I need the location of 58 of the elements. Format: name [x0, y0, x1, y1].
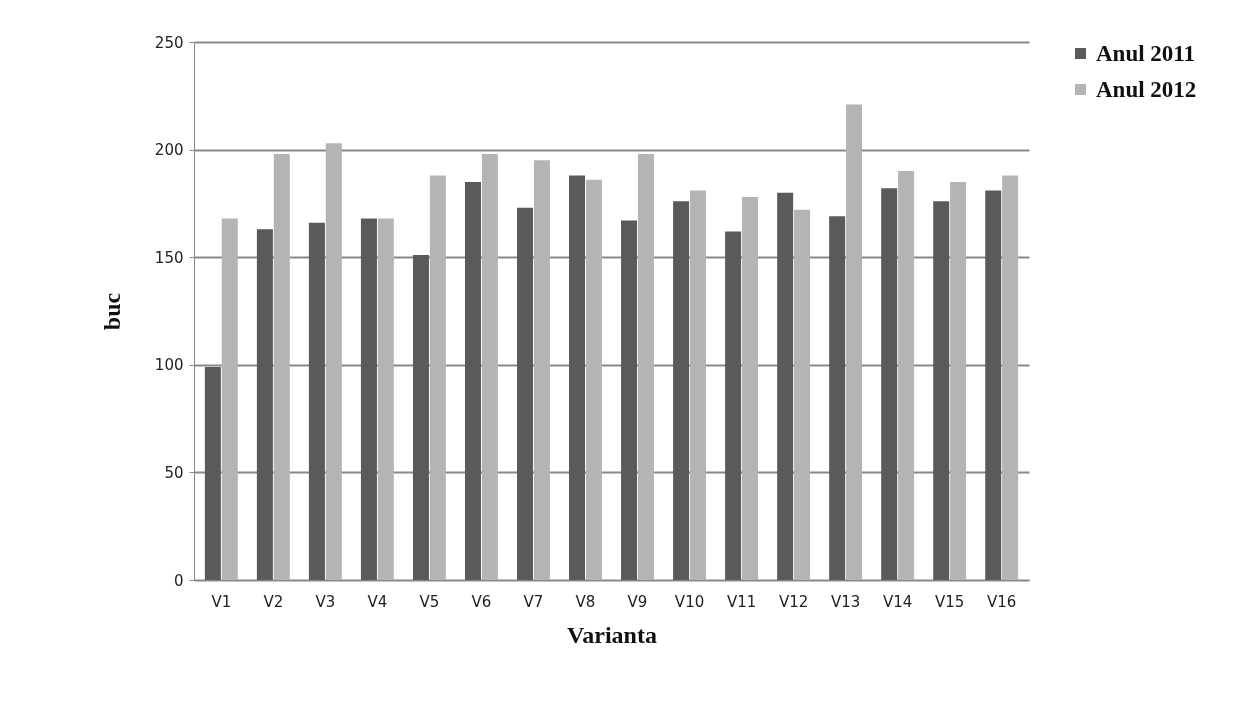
bar: [569, 175, 586, 580]
x-tick-label: V2: [263, 592, 284, 611]
bar: [273, 153, 290, 580]
y-tick-label: 100: [154, 356, 184, 375]
bar: [1002, 175, 1019, 580]
x-axis-title: Varianta: [567, 621, 657, 648]
bar: [429, 175, 446, 580]
x-tick-label: V9: [627, 592, 648, 611]
y-tick-label: 50: [164, 463, 184, 482]
bar: [846, 104, 863, 580]
bar: [360, 218, 377, 580]
bar: [829, 216, 846, 580]
bar: [725, 231, 742, 580]
bar: [517, 207, 534, 580]
bar: [377, 218, 394, 580]
bar: [481, 153, 498, 580]
bar: [933, 201, 950, 580]
bar: [881, 188, 898, 580]
bar: [985, 190, 1002, 580]
bar: [464, 181, 481, 580]
y-axis-title: buc: [98, 292, 125, 331]
x-tick-label: V15: [934, 592, 965, 611]
bar: [637, 153, 654, 580]
x-tick-label: V6: [471, 592, 492, 611]
bar: [898, 171, 915, 580]
bar: [256, 229, 273, 580]
bar: [325, 143, 342, 580]
bar: [308, 222, 325, 580]
bar: [777, 192, 794, 580]
x-tick-label: V11: [726, 592, 757, 611]
x-tick-label: V3: [315, 592, 336, 611]
bar: [673, 201, 690, 580]
y-tick-label: 200: [154, 141, 184, 160]
bar: [221, 218, 238, 580]
bar: [585, 179, 602, 580]
bar: [412, 255, 429, 580]
x-tick-label: V16: [987, 592, 1017, 611]
y-tick-label: 150: [154, 248, 184, 267]
x-tick-label: V13: [830, 592, 861, 611]
x-tick-label: V14: [882, 592, 913, 611]
bar: [794, 209, 811, 580]
bar: [533, 160, 550, 580]
x-tick-label: V1: [211, 592, 232, 611]
x-tick-label: V12: [778, 592, 809, 611]
x-tick-label: V4: [367, 592, 388, 611]
bar: [689, 190, 706, 580]
legend-label: Anul 2011: [1096, 40, 1196, 66]
bar: [621, 220, 638, 580]
y-tick-label: 0: [173, 571, 184, 590]
x-tick-label: V8: [575, 592, 596, 611]
legend-label: Anul 2012: [1096, 76, 1197, 102]
y-tick-label: 250: [154, 33, 184, 52]
x-tick-label: V7: [523, 592, 544, 611]
bar: [204, 366, 221, 580]
x-tick-label: V10: [674, 592, 705, 611]
x-tick-label: V5: [419, 592, 440, 611]
bar: [742, 196, 759, 580]
bar: [950, 181, 967, 580]
